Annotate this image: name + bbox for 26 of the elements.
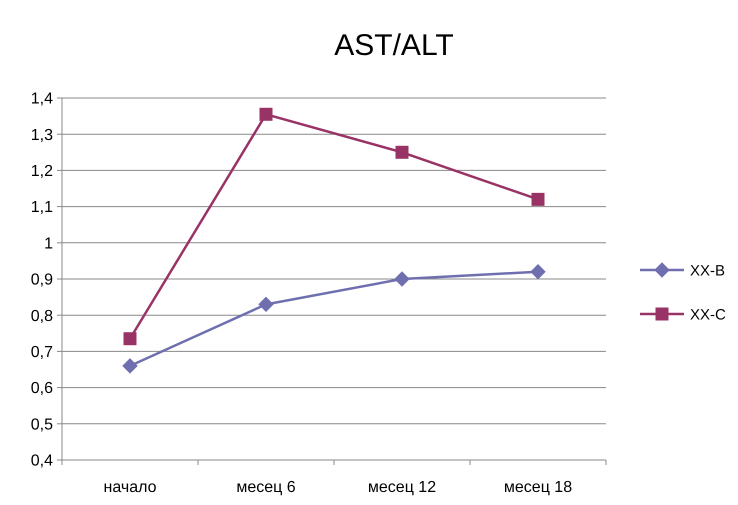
x-tick-label: начало <box>103 479 157 496</box>
x-tick-label: месец 12 <box>368 479 436 496</box>
point <box>122 358 138 374</box>
y-tick-label: 0,4 <box>30 452 54 470</box>
legend-label: XX-B <box>690 262 726 280</box>
y-tick-label: 1,4 <box>30 90 54 108</box>
y-tick-label: 0,7 <box>30 344 54 361</box>
point <box>396 146 408 159</box>
x-tick-label: месец 6 <box>236 479 296 496</box>
point <box>394 272 410 286</box>
y-tick-label: 0,8 <box>30 308 54 325</box>
legend-label: XX-C <box>690 306 726 324</box>
chart-title: AST/ALT <box>334 29 454 62</box>
y-tick-label: 1,3 <box>30 126 54 144</box>
x-tick-label: месец 18 <box>504 479 572 496</box>
y-tick-label: 1,1 <box>30 199 54 216</box>
point <box>532 192 544 206</box>
y-tick-label: 0,9 <box>30 272 54 289</box>
point <box>124 332 136 346</box>
point <box>260 108 272 121</box>
y-tick-label: 1,2 <box>30 163 54 180</box>
point <box>258 296 274 312</box>
y-tick-label: 0,5 <box>30 416 54 434</box>
y-tick-label: 1 <box>44 235 54 252</box>
y-tick-label: 0,6 <box>30 380 54 398</box>
point <box>530 264 546 280</box>
